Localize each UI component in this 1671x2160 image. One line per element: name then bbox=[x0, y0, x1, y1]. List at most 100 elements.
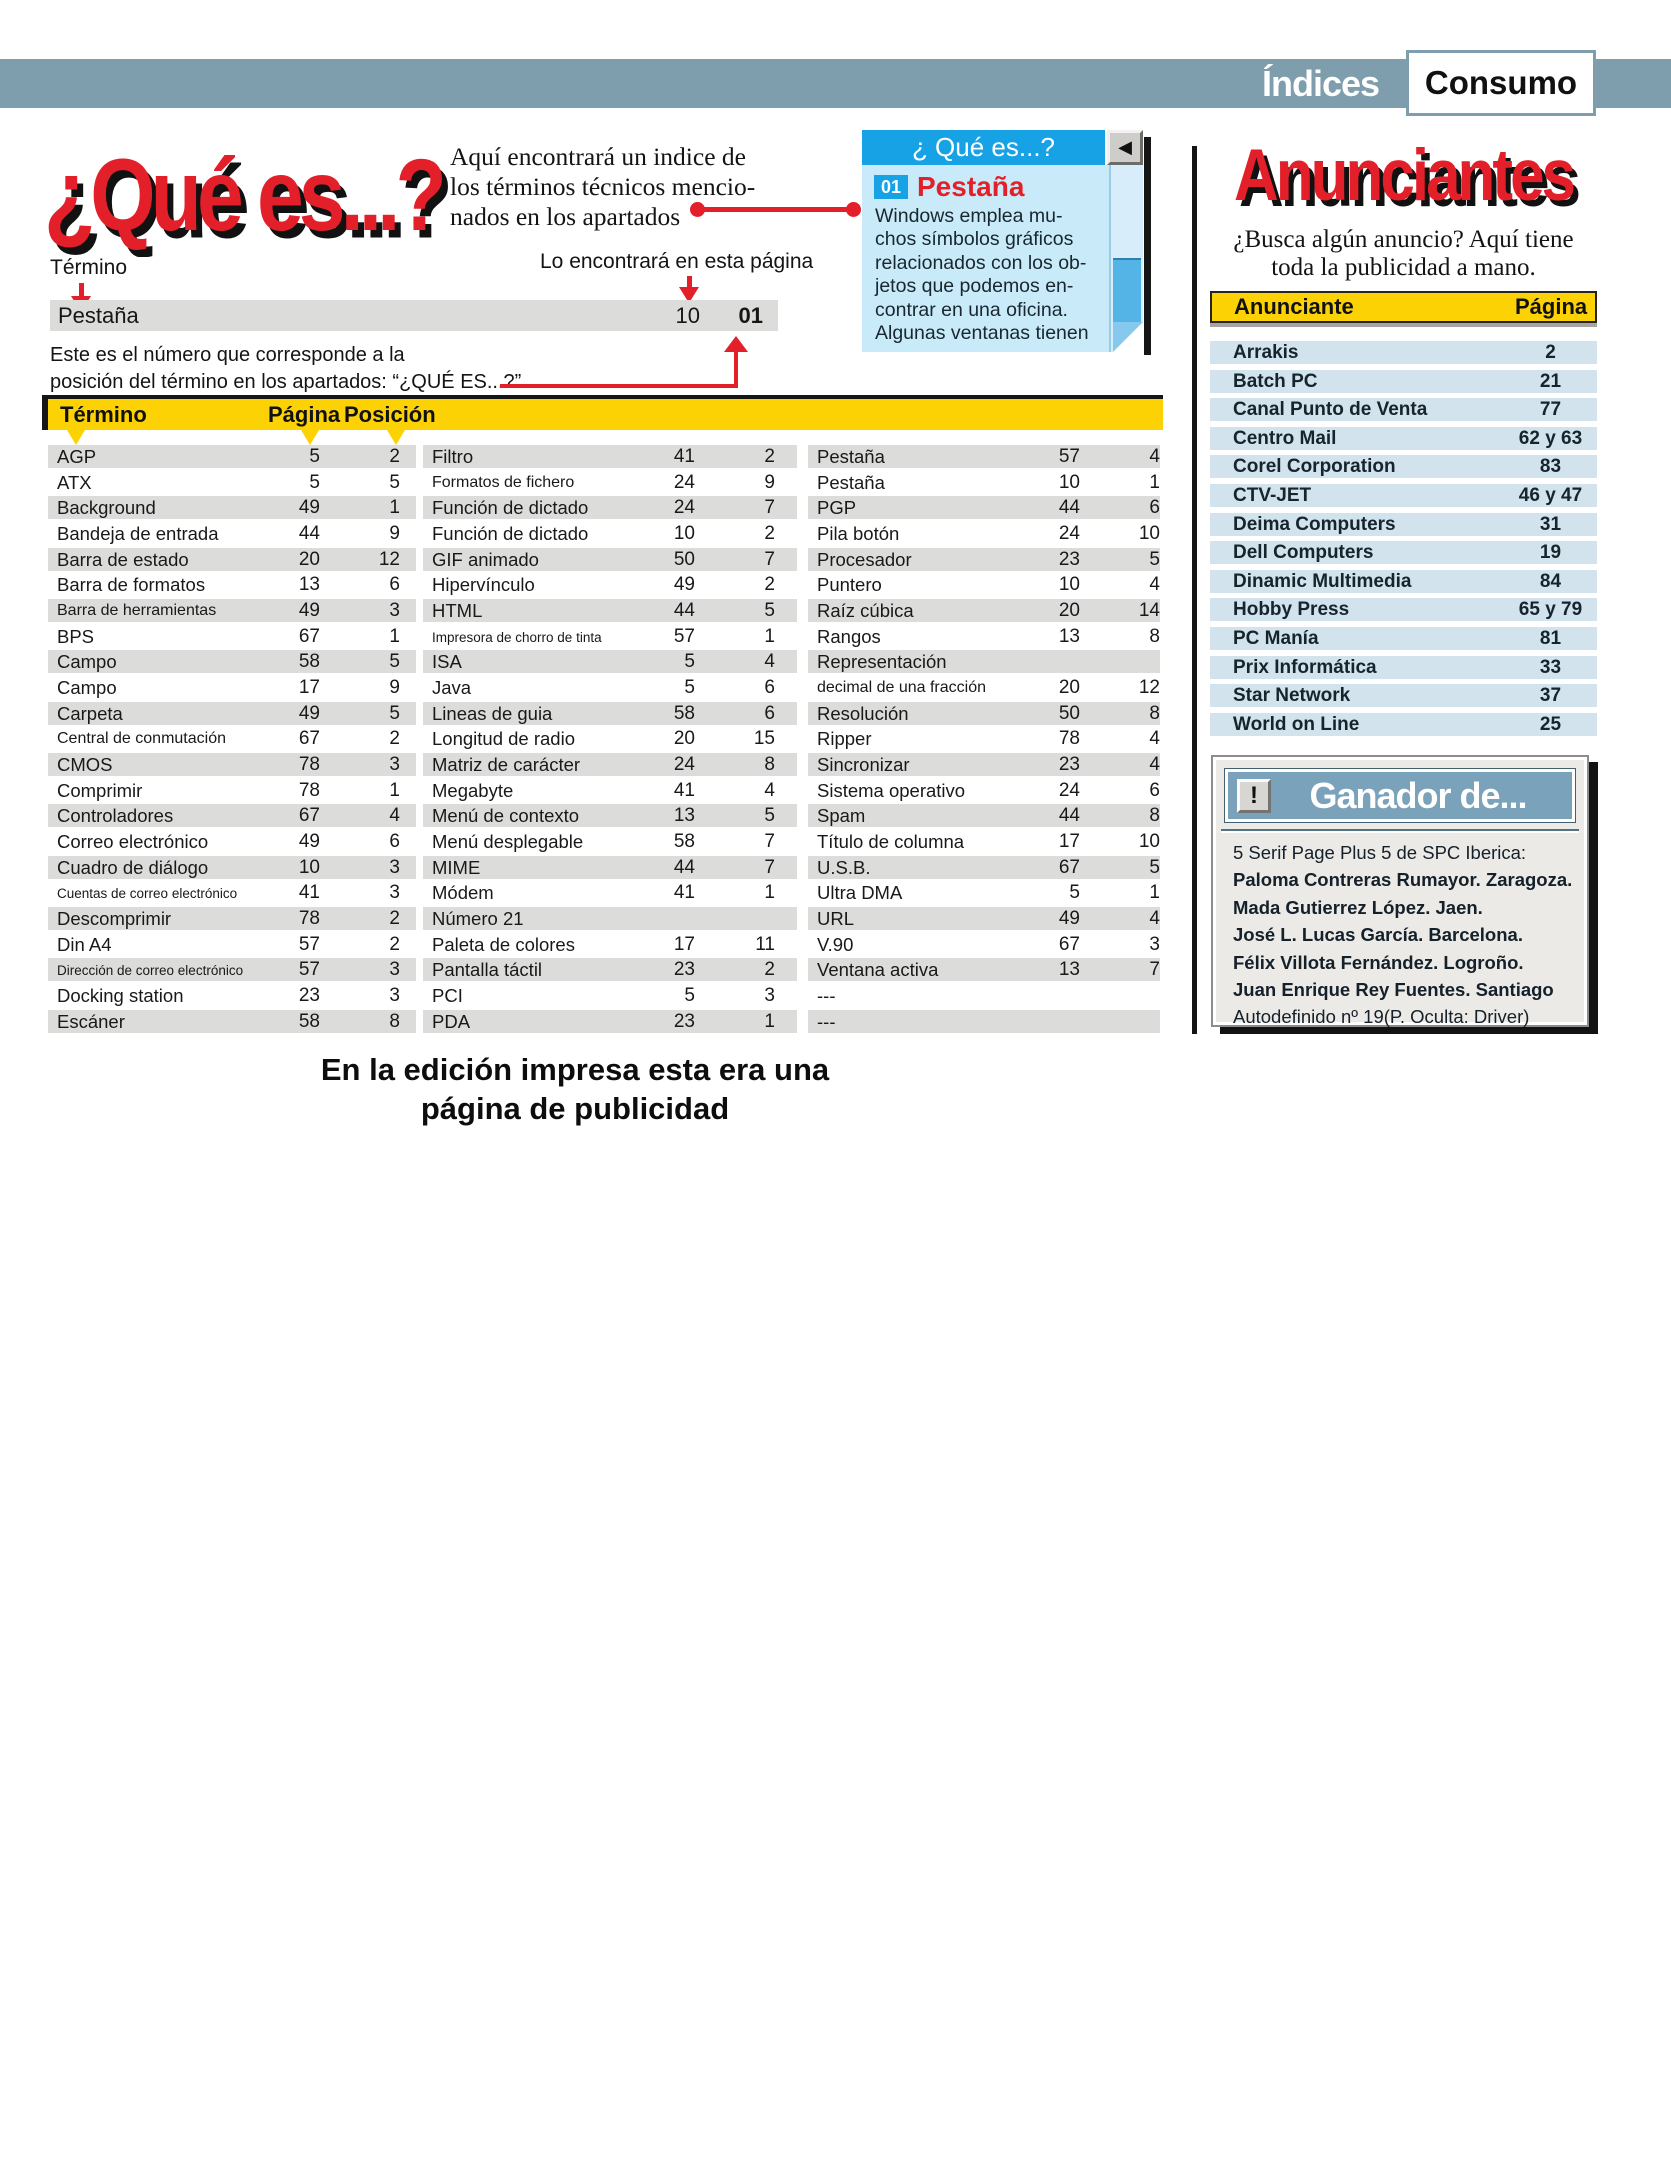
term-page: 49 bbox=[298, 600, 320, 621]
index-table-header: Término Página Posición bbox=[42, 395, 1163, 430]
term-row: Impresora de chorro de tinta 57 1 bbox=[423, 625, 797, 648]
left-triangle-icon: ◀ bbox=[1118, 137, 1132, 157]
term-position: 3 bbox=[764, 985, 775, 1006]
term-name: CMOS bbox=[57, 754, 113, 775]
advertiser-name: Canal Punto de Venta bbox=[1233, 399, 1428, 420]
term-name: MIME bbox=[432, 857, 481, 878]
term-page: 20 bbox=[673, 728, 695, 749]
term-name: Comprimir bbox=[57, 780, 143, 801]
sample-term: Pestaña bbox=[58, 303, 139, 328]
term-name: Escáner bbox=[57, 1011, 125, 1032]
winner-line: Mada Gutierrez López. Jaen. bbox=[1233, 896, 1483, 918]
term-row: Barra de formatos 13 6 bbox=[48, 573, 416, 596]
term-position: 1 bbox=[764, 626, 775, 647]
term-position: 2 bbox=[389, 934, 400, 955]
term-position: 1 bbox=[389, 497, 400, 518]
term-position: 4 bbox=[1149, 446, 1160, 467]
term-page: 67 bbox=[298, 626, 320, 647]
term-page: 17 bbox=[673, 934, 695, 955]
term-page: 23 bbox=[673, 1011, 695, 1032]
tab-consumo[interactable]: Consumo bbox=[1406, 50, 1596, 116]
sample-term-row: Pestaña 10 01 bbox=[50, 300, 778, 331]
advertiser-page: 21 bbox=[1539, 371, 1562, 392]
term-page: 24 bbox=[673, 497, 695, 518]
term-row: PDA 23 1 bbox=[423, 1010, 797, 1033]
header-pagina-adv: Página bbox=[1515, 294, 1588, 319]
term-row: GIF animado 50 7 bbox=[423, 548, 797, 571]
term-position: 1 bbox=[1149, 472, 1160, 493]
anunciantes-subtitle: ¿Busca algún anuncio? Aquí tiene toda la… bbox=[1233, 226, 1574, 281]
term-column-2: Filtro 41 2 Formatos de fichero 24 9 Función d… bbox=[423, 445, 797, 1040]
term-row: Paleta de colores 17 11 bbox=[423, 933, 797, 956]
term-page: 67 bbox=[298, 728, 320, 749]
term-name: Resolución bbox=[817, 703, 909, 724]
term-position: 12 bbox=[1138, 677, 1160, 698]
term-name: Java bbox=[432, 677, 472, 698]
term-name: Formatos de fichero bbox=[432, 474, 575, 491]
term-row: Filtro 41 2 bbox=[423, 445, 797, 468]
term-position: 4 bbox=[764, 651, 775, 672]
anunciantes-title: Anunciantes bbox=[1233, 135, 1576, 217]
term-page: 44 bbox=[1058, 497, 1080, 518]
term-row: Java 5 6 bbox=[423, 676, 797, 699]
term-row: Función de dictado 10 2 bbox=[423, 522, 797, 545]
term-position: 3 bbox=[389, 754, 400, 775]
term-position: 5 bbox=[1149, 549, 1160, 570]
term-page: 23 bbox=[1058, 549, 1080, 570]
term-position: 5 bbox=[764, 600, 775, 621]
ganador-title-bar: ! Ganador de... bbox=[1224, 768, 1576, 823]
term-name: Correo electrónico bbox=[57, 831, 209, 852]
term-page: 49 bbox=[298, 497, 320, 518]
term-position: 4 bbox=[1149, 574, 1160, 595]
term-name: Lineas de guia bbox=[432, 703, 553, 724]
term-position: 11 bbox=[755, 934, 775, 955]
term-position: 6 bbox=[1149, 780, 1160, 801]
pointer-line-vertical bbox=[734, 350, 738, 388]
advertisers-list: Arrakis 2 Batch PC 21 Canal Punto de Venta 77… bbox=[1210, 341, 1597, 746]
window-back-button[interactable]: ◀ bbox=[1107, 130, 1143, 165]
term-name: Número 21 bbox=[432, 908, 524, 929]
term-row: Procesador 23 5 bbox=[808, 548, 1160, 571]
term-page: 78 bbox=[298, 754, 320, 775]
term-position: 5 bbox=[389, 472, 400, 493]
term-name: Docking station bbox=[57, 985, 184, 1006]
advertiser-row: Dell Computers 19 bbox=[1210, 541, 1597, 564]
term-name: Raíz cúbica bbox=[817, 600, 914, 621]
term-name: Ripper bbox=[817, 728, 872, 749]
term-page: 67 bbox=[298, 805, 320, 826]
term-row: Resolución 50 8 bbox=[808, 702, 1160, 725]
label-encontrara-pagina: Lo encontrará en esta página bbox=[540, 250, 814, 273]
window-term: Pestaña bbox=[917, 171, 1025, 202]
que-es-help-window: ¿ Qué es...? ◀ 01 Pestaña Windows emplea… bbox=[862, 130, 1151, 355]
term-name: Barra de formatos bbox=[57, 574, 206, 595]
term-page: 78 bbox=[298, 908, 320, 929]
term-name: Sistema operativo bbox=[817, 780, 966, 801]
term-page: 41 bbox=[298, 882, 320, 903]
section-label-indices: Índices bbox=[1262, 63, 1380, 104]
advertiser-page: 77 bbox=[1539, 399, 1562, 420]
term-row: Ventana activa 13 7 bbox=[808, 958, 1160, 981]
term-page: 67 bbox=[1058, 934, 1080, 955]
term-page: 13 bbox=[298, 574, 320, 595]
sample-page: 10 bbox=[675, 303, 700, 328]
term-page: 5 bbox=[1069, 882, 1080, 903]
term-position: 2 bbox=[389, 908, 400, 929]
term-row: ATX 5 5 bbox=[48, 471, 416, 494]
term-page: 41 bbox=[673, 882, 695, 903]
term-page: 5 bbox=[684, 651, 695, 672]
term-name: PCI bbox=[432, 985, 463, 1006]
advertisers-table-header: Anunciante Página bbox=[1210, 291, 1597, 323]
term-name: --- bbox=[817, 985, 836, 1006]
term-position: 8 bbox=[1149, 703, 1160, 724]
term-position: 6 bbox=[389, 831, 400, 852]
advertiser-name: Hobby Press bbox=[1233, 599, 1350, 620]
term-row: Descomprimir 78 2 bbox=[48, 907, 416, 930]
term-row: Carpeta 49 5 bbox=[48, 702, 416, 725]
advertiser-page: 65 y 79 bbox=[1518, 599, 1583, 620]
term-page: 23 bbox=[1058, 754, 1080, 775]
advertiser-row: Dinamic Multimedia 84 bbox=[1210, 570, 1597, 593]
term-page: 24 bbox=[1058, 523, 1080, 544]
advertiser-page: 62 y 63 bbox=[1518, 428, 1583, 449]
term-row: Pantalla táctil 23 2 bbox=[423, 958, 797, 981]
exclamation-icon[interactable]: ! bbox=[1237, 778, 1271, 813]
